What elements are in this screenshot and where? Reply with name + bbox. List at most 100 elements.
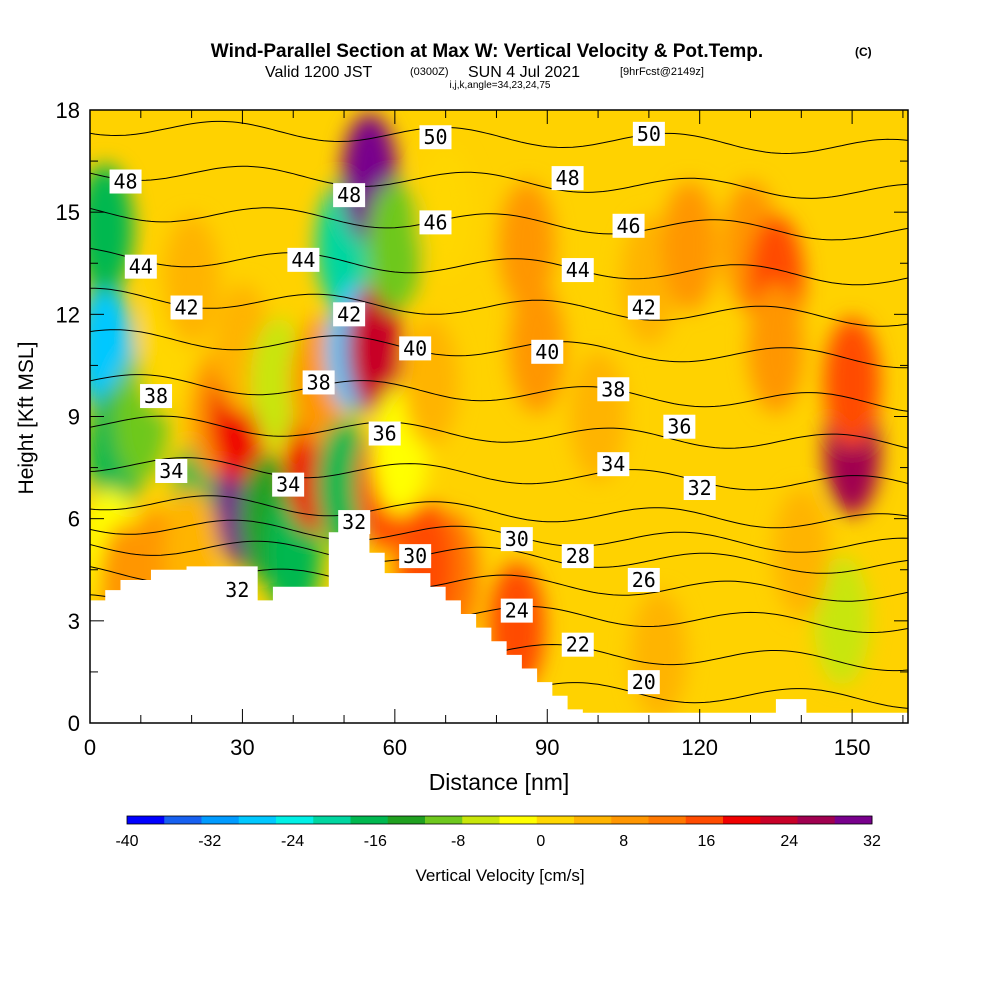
colorbar-swatch bbox=[425, 816, 463, 824]
contour-label-31: 22 bbox=[561, 632, 594, 657]
contour-label-12: 42 bbox=[627, 295, 660, 320]
contour-label-11: 42 bbox=[333, 302, 366, 327]
contour-label-text: 24 bbox=[505, 599, 529, 623]
colorbar-tick-label: -40 bbox=[115, 833, 138, 850]
contour-label-box bbox=[683, 476, 716, 501]
y-tick-label: 6 bbox=[68, 507, 80, 532]
contour-label-text: 42 bbox=[174, 296, 198, 320]
contour-label-box bbox=[627, 567, 660, 592]
x-tick-label: 90 bbox=[535, 735, 559, 760]
colorbar-swatch bbox=[164, 816, 202, 824]
velocity-cell-37 bbox=[814, 556, 870, 686]
contour-label-text: 42 bbox=[632, 296, 656, 320]
theta-contour-32 bbox=[90, 495, 908, 529]
contour-label-text: 50 bbox=[637, 122, 661, 146]
contour-label-5: 46 bbox=[419, 210, 452, 235]
theta-contour-36 bbox=[90, 415, 908, 449]
contour-label-25: 32 bbox=[221, 578, 254, 603]
y-tick-label: 3 bbox=[68, 609, 80, 634]
contour-label-text: 42 bbox=[337, 302, 361, 326]
subtitle-valid: Valid 1200 JST bbox=[265, 64, 373, 81]
contour-label-text: 48 bbox=[556, 166, 580, 190]
colorbar-swatch bbox=[797, 816, 836, 824]
contour-label-text: 44 bbox=[129, 255, 153, 279]
velocity-cell-39 bbox=[631, 590, 687, 720]
x-tick-label: 30 bbox=[230, 735, 254, 760]
contour-label-text: 48 bbox=[114, 170, 138, 194]
contour-label-23: 32 bbox=[683, 476, 716, 501]
contour-label-box bbox=[124, 254, 157, 279]
contour-label-29: 26 bbox=[627, 567, 660, 592]
theta-contour-48 bbox=[90, 165, 908, 199]
contour-label-box bbox=[561, 258, 594, 283]
contour-label-text: 22 bbox=[566, 633, 590, 657]
colorbar-swatch bbox=[276, 816, 314, 824]
colorbar-swatch bbox=[462, 816, 500, 824]
contour-label-9: 44 bbox=[561, 258, 594, 283]
y-tick-label: 9 bbox=[68, 405, 80, 430]
theta-contour-34 bbox=[90, 457, 908, 491]
colorbar-swatch bbox=[387, 816, 426, 824]
contour-label-box bbox=[531, 339, 564, 364]
contour-label-box bbox=[155, 458, 188, 483]
contour-label-text: 32 bbox=[225, 578, 249, 602]
contour-label-10: 42 bbox=[170, 295, 203, 320]
colorbar-swatch bbox=[611, 816, 649, 824]
contour-label-text: 38 bbox=[601, 377, 625, 401]
contour-label-20: 34 bbox=[155, 458, 188, 483]
colorbar-tick-label: -32 bbox=[198, 833, 221, 850]
colorbar-tick-label: 16 bbox=[698, 833, 716, 850]
colorbar-frame bbox=[126, 815, 873, 825]
colorbar-swatch bbox=[499, 816, 538, 824]
colorbar: -40 -32 -24 -16 -8 0 8 16 24 32 bbox=[115, 815, 881, 850]
y-tick-label: 15 bbox=[56, 200, 80, 225]
subtitle-zulu: (0300Z) bbox=[410, 66, 449, 78]
colorbar-swatch bbox=[313, 816, 351, 824]
colorbar-swatch bbox=[574, 816, 612, 824]
contour-label-text: 32 bbox=[688, 476, 712, 500]
contour-label-box bbox=[170, 295, 203, 320]
theta-contour-42 bbox=[90, 287, 908, 327]
contour-label-box bbox=[333, 183, 366, 208]
contour-label-14: 40 bbox=[531, 339, 564, 364]
contour-label-box bbox=[551, 166, 584, 191]
colorbar-tick-label: 32 bbox=[863, 833, 881, 850]
y-tick-label: 12 bbox=[56, 302, 80, 327]
contour-label-box bbox=[561, 632, 594, 657]
contour-label-text: 36 bbox=[373, 422, 397, 446]
y-tick-label: 0 bbox=[68, 711, 80, 736]
contour-label-32: 20 bbox=[627, 670, 660, 695]
contour-label-box bbox=[399, 544, 432, 569]
chart-subtitle: Valid 1200 JST (0300Z) SUN 4 Jul 2021 [9… bbox=[265, 64, 704, 81]
contour-label-text: 32 bbox=[342, 510, 366, 534]
contour-label-24: 32 bbox=[338, 510, 371, 535]
contour-label-box bbox=[140, 384, 173, 409]
contour-label-18: 36 bbox=[368, 421, 401, 446]
theta-contour-46 bbox=[90, 207, 908, 241]
colorbar-tick-label: 24 bbox=[780, 833, 798, 850]
contour-label-text: 46 bbox=[423, 210, 447, 234]
contour-label-box bbox=[561, 544, 594, 569]
colorbar-swatch bbox=[723, 816, 761, 824]
contour-label-3: 48 bbox=[333, 183, 366, 208]
contour-label-box bbox=[302, 370, 335, 395]
contour-label-text: 20 bbox=[632, 670, 656, 694]
contour-label-4: 48 bbox=[551, 166, 584, 191]
contour-label-26: 30 bbox=[399, 544, 432, 569]
colorbar-swatch bbox=[127, 816, 165, 824]
contour-label-text: 38 bbox=[307, 370, 331, 394]
contour-label-box bbox=[368, 421, 401, 446]
contour-label-text: 44 bbox=[291, 248, 315, 272]
contour-label-box bbox=[419, 125, 452, 150]
colorbar-swatch bbox=[834, 816, 873, 824]
velocity-cell-31 bbox=[661, 181, 718, 311]
contour-label-27: 30 bbox=[500, 527, 533, 552]
contour-label-box bbox=[287, 247, 320, 272]
contour-label-19: 36 bbox=[663, 414, 696, 439]
colorbar-swatch bbox=[238, 816, 277, 824]
contour-label-text: 40 bbox=[535, 340, 559, 364]
contour-label-text: 44 bbox=[566, 258, 590, 282]
contour-label-0: 50 bbox=[419, 125, 452, 150]
contour-label-21: 34 bbox=[272, 472, 305, 497]
